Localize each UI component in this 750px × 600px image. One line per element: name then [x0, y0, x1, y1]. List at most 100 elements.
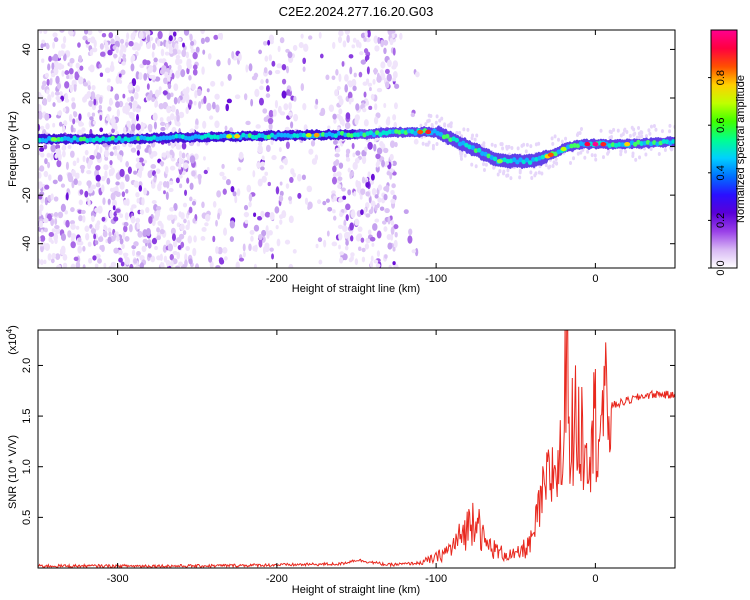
- heatmap-cell: [195, 46, 200, 53]
- heatmap-cell: [638, 155, 642, 160]
- colorbar-bar: [710, 29, 738, 269]
- heatmap-cell: [41, 39, 46, 44]
- heatmap-cell: [284, 239, 291, 245]
- heatmap-cell: [175, 177, 180, 184]
- heatmap-cell: [201, 66, 205, 75]
- heatmap-cell: [303, 43, 309, 52]
- heatmap-cell: [44, 197, 49, 206]
- heatmap-cell: [261, 229, 267, 237]
- heatmap-cell: [275, 224, 279, 230]
- heatmap-cell: [130, 95, 134, 102]
- heatmap-cell: [389, 153, 394, 161]
- heatmap-cell: [138, 181, 143, 187]
- heatmap-cell: [176, 121, 181, 127]
- heatmap-cell: [95, 144, 100, 151]
- heatmap-cell: [62, 144, 67, 151]
- heatmap-cell: [170, 156, 176, 162]
- heatmap-cell: [515, 159, 520, 165]
- spectrogram-ylabel: Frequency (Hz): [7, 111, 19, 187]
- heatmap-cell: [335, 147, 341, 153]
- heatmap-cell: [647, 128, 651, 133]
- heatmap-cell: [384, 68, 390, 74]
- heatmap-cell: [204, 213, 211, 222]
- heatmap-cell: [304, 197, 309, 205]
- heatmap-cell: [227, 73, 232, 81]
- heatmap-cell: [554, 157, 558, 162]
- heatmap-cell: [264, 211, 271, 218]
- heatmap-cell: [576, 151, 580, 156]
- heatmap-cell: [338, 197, 343, 203]
- heatmap-cell: [69, 137, 74, 143]
- heatmap-cell: [178, 111, 185, 119]
- snr-multiplier: (x104): [5, 325, 19, 355]
- heatmap-cell: [377, 36, 381, 45]
- heatmap-cell: [248, 63, 253, 72]
- heatmap-cell: [186, 62, 192, 70]
- heatmap-cell: [449, 124, 453, 129]
- heatmap-cell: [61, 70, 65, 77]
- heatmap-cell: [383, 147, 389, 154]
- heatmap-cell: [583, 155, 587, 160]
- heatmap-cell: [351, 44, 356, 49]
- heatmap-cell: [50, 239, 54, 245]
- heatmap-cell: [189, 155, 196, 164]
- heatmap-cell: [40, 259, 44, 266]
- heatmap-cell: [376, 75, 382, 83]
- heatmap-cell: [298, 42, 304, 49]
- heatmap-cell: [258, 233, 263, 241]
- heatmap-cell: [200, 37, 205, 45]
- heatmap-cell: [383, 226, 388, 232]
- heatmap-cell: [137, 230, 143, 238]
- heatmap-cell: [258, 239, 263, 248]
- heatmap-cell: [288, 102, 292, 111]
- heatmap-cell: [182, 230, 187, 236]
- heatmap-cell: [196, 88, 202, 97]
- heatmap-cell: [147, 123, 153, 131]
- heatmap-cell: [350, 235, 354, 242]
- heatmap-cell: [278, 214, 284, 220]
- heatmap-cell: [348, 257, 353, 263]
- heatmap-cell: [268, 34, 275, 43]
- snr-panel: -300 -200 -100 0 0.5 1.0 1.5 2.0 Height of stra…: [5, 325, 676, 596]
- heatmap-cell: [339, 257, 344, 264]
- heatmap-cell: [379, 206, 385, 211]
- heatmap-cell: [131, 249, 136, 257]
- heatmap-cell: [355, 150, 361, 156]
- heatmap-cell: [117, 249, 123, 256]
- heatmap-cell: [121, 191, 126, 198]
- heatmap-cell: [82, 96, 87, 103]
- heatmap-cell: [125, 161, 129, 168]
- heatmap-cell: [315, 243, 319, 249]
- heatmap-cell: [71, 97, 76, 102]
- heatmap-cell: [73, 256, 79, 262]
- heatmap-cell: [43, 138, 49, 144]
- heatmap-cell: [153, 121, 157, 130]
- heatmap-cell: [100, 175, 106, 182]
- heatmap-cell: [263, 116, 269, 122]
- heatmap-cell: [162, 244, 167, 253]
- heatmap-cell: [525, 142, 529, 147]
- heatmap-cell: [55, 253, 61, 260]
- heatmap-cell: [136, 149, 140, 156]
- heatmap-cell: [159, 41, 163, 47]
- heatmap-cell: [496, 158, 503, 164]
- heatmap-cell: [332, 113, 337, 120]
- heatmap-cell: [493, 143, 497, 148]
- heatmap-cell: [466, 127, 470, 132]
- heatmap-cell: [335, 69, 339, 76]
- heatmap-cell: [283, 103, 289, 111]
- heatmap-cell: [69, 84, 74, 93]
- heatmap-cell: [109, 64, 115, 73]
- heatmap-cell: [171, 233, 176, 242]
- heatmap-cell: [161, 262, 165, 268]
- heatmap-cell: [334, 89, 339, 97]
- heatmap-cell: [68, 30, 74, 37]
- heatmap-cell: [373, 116, 379, 125]
- snr-frame: [37, 329, 676, 569]
- heatmap-cell: [67, 172, 73, 180]
- heatmap-cell: [475, 133, 479, 138]
- heatmap-cell: [257, 216, 263, 221]
- heatmap-cell: [268, 123, 273, 131]
- heatmap-cell: [45, 123, 50, 130]
